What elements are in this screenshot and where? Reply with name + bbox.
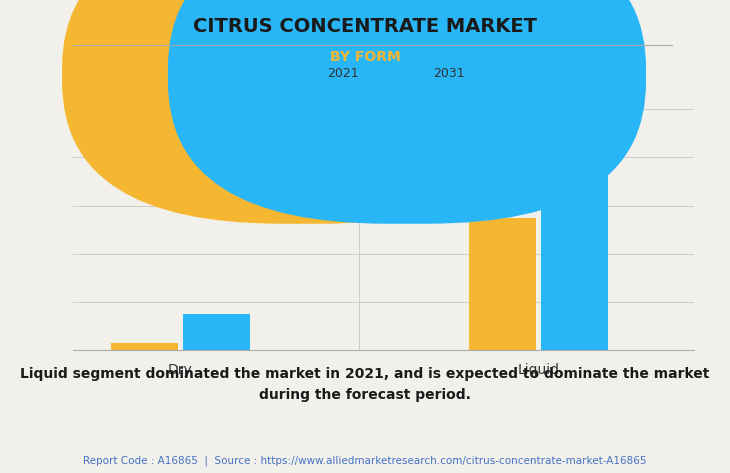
Bar xyxy=(541,114,607,350)
Text: CITRUS CONCENTRATE MARKET: CITRUS CONCENTRATE MARKET xyxy=(193,17,537,35)
Text: 2021: 2021 xyxy=(327,67,358,80)
Bar xyxy=(469,218,536,350)
Bar xyxy=(111,343,178,350)
Text: Report Code : A16865  |  Source : https://www.alliedmarketresearch.com/citrus-co: Report Code : A16865 | Source : https://… xyxy=(83,455,647,465)
Text: 2031: 2031 xyxy=(433,67,464,80)
Bar xyxy=(182,314,250,350)
Text: Liquid segment dominated the market in 2021, and is expected to dominate the mar: Liquid segment dominated the market in 2… xyxy=(20,367,710,402)
Text: BY FORM: BY FORM xyxy=(330,50,400,64)
